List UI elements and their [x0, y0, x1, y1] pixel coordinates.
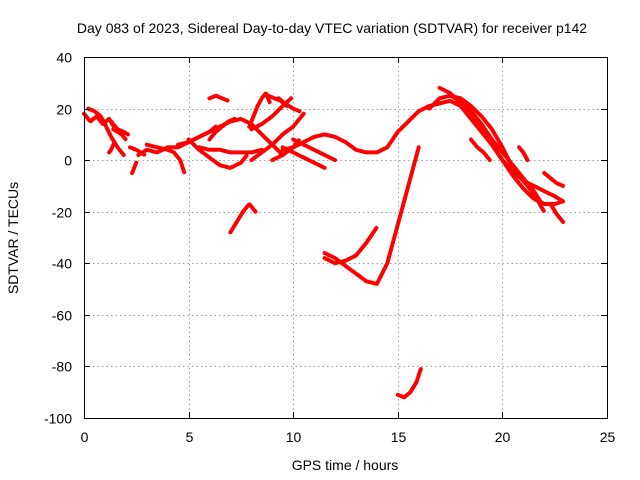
- plot-frame: [84, 57, 608, 419]
- grid-lines: [84, 57, 607, 418]
- y-tick-label: -60: [52, 308, 72, 324]
- y-axis-label: SDTVAR / TECUs: [5, 182, 21, 294]
- y-tick-label: 20: [56, 102, 72, 118]
- x-tick-label: 5: [186, 429, 194, 445]
- y-tick-label: 40: [56, 50, 72, 66]
- x-tick-label: 0: [81, 429, 89, 445]
- series-arc-33: [111, 127, 128, 142]
- series-arc-32: [548, 202, 566, 224]
- x-tick-label: 15: [391, 429, 407, 445]
- y-tick-label: -20: [52, 205, 72, 221]
- series-arc-5: [136, 124, 218, 157]
- series-arc-8: [186, 137, 250, 170]
- y-tick-label: -80: [52, 359, 72, 375]
- series-arc-30: [521, 178, 566, 204]
- series-arc-12: [228, 202, 258, 235]
- series-arc-18: [276, 96, 302, 114]
- x-tick-label: 25: [600, 429, 616, 445]
- series-arc-20: [280, 98, 566, 206]
- series-arc-31: [542, 171, 566, 188]
- data-series: [82, 85, 566, 400]
- y-tick-label: 0: [64, 153, 72, 169]
- series-arc-24: [395, 367, 423, 400]
- series-arc-9: [197, 145, 264, 155]
- series-arc-22: [322, 225, 379, 266]
- x-tick-label: 10: [286, 429, 302, 445]
- series-arc-29: [517, 145, 530, 163]
- x-tick-label: 20: [495, 429, 511, 445]
- series-arc-23: [322, 145, 421, 286]
- series-arc-2: [86, 106, 126, 157]
- series-arc-35: [130, 160, 139, 175]
- y-tick-label: -40: [52, 256, 72, 272]
- series-arc-10: [207, 116, 237, 142]
- series-arc-34: [107, 142, 116, 155]
- axis-ticks: 0 5 10 15 20 25 -100 -80 -60 -40 -20 0 20 40: [44, 50, 616, 446]
- series-arc-3: [109, 119, 130, 137]
- series-arc-6: [144, 142, 187, 175]
- series-arc-19: [280, 145, 327, 170]
- series-arc-14: [249, 111, 306, 163]
- series-arc-11: [207, 93, 231, 103]
- y-tick-label: -100: [44, 411, 72, 427]
- series-arc-21: [291, 137, 337, 163]
- chart-title: Day 083 of 2023, Sidereal Day-to-day VTE…: [77, 20, 587, 36]
- series-arc-28: [469, 137, 492, 163]
- x-axis-label: GPS time / hours: [292, 457, 399, 473]
